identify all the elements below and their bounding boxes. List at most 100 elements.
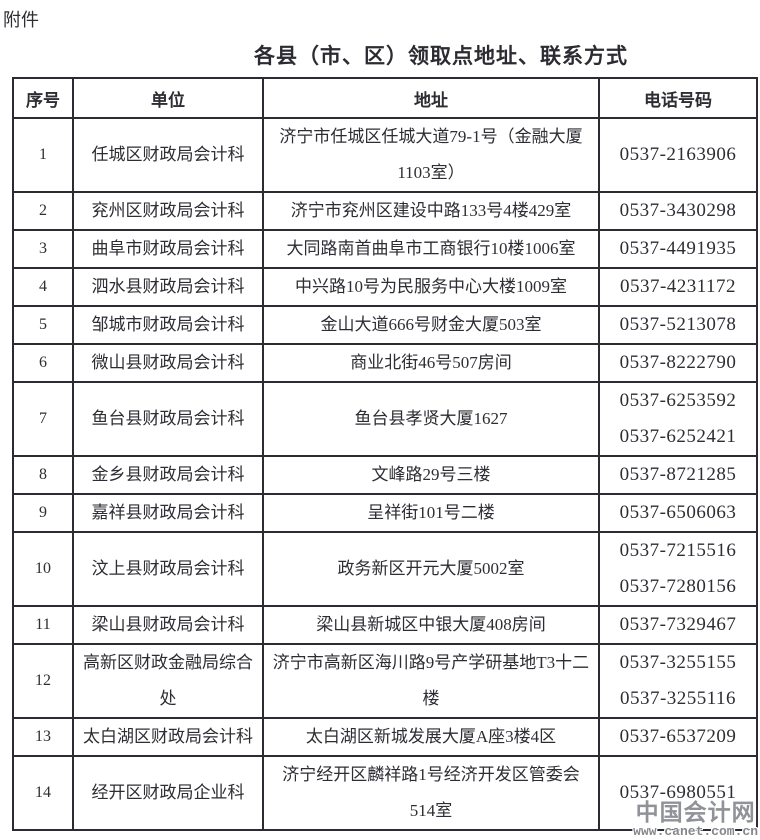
cell-text-line: 0537-6537209 <box>619 726 737 747</box>
cell-text-line: 0537-7215516 <box>619 540 737 561</box>
cell-text-line: 0537-6506063 <box>619 502 737 523</box>
phone-cell: 0537-6506063 <box>598 493 758 533</box>
unit-cell: 鱼台县财政局会计科 <box>72 381 264 457</box>
table-row: 6 微山县财政局会计科 商业北街46号507房间 0537-8222790 <box>12 343 758 383</box>
unit-cell: 嘉祥县财政局会计科 <box>72 493 264 533</box>
phone-cell: 0537-3430298 <box>598 191 758 231</box>
cell-text-line: 济宁市任城区任城大道79-1号（金融大厦 <box>279 127 583 146</box>
cell-text-line: 13 <box>35 728 51 745</box>
unit-cell: 汶上县财政局会计科 <box>72 531 264 607</box>
header-address: 地址 <box>262 77 600 119</box>
table-row: 9 嘉祥县财政局会计科 呈祥街101号二楼 0537-6506063 <box>12 493 758 533</box>
phone-cell: 0537-3255155 0537-3255116 <box>598 643 758 719</box>
address-cell: 文峰路29号三楼 <box>262 455 600 495</box>
cell-text-line: 6 <box>39 354 47 371</box>
phone-cell: 0537-5213078 <box>598 305 758 345</box>
unit-cell: 经开区财政局企业科 <box>72 755 264 831</box>
address-cell: 商业北街46号507房间 <box>262 343 600 383</box>
table-body: 1 任城区财政局会计科 济宁市任城区任城大道79-1号（金融大厦 1103室） 0537… <box>12 117 758 831</box>
row-number-cell: 7 <box>12 381 74 457</box>
unit-cell: 太白湖区财政局会计科 <box>72 717 264 757</box>
row-number-cell: 14 <box>12 755 74 831</box>
phone-cell: 0537-6253592 0537-6252421 <box>598 381 758 457</box>
unit-cell: 微山县财政局会计科 <box>72 343 264 383</box>
cell-text-line: 济宁经开区麟祥路1号经济开发区管委会 <box>282 765 580 784</box>
phone-cell: 0537-4491935 <box>598 229 758 269</box>
unit-cell: 邹城市财政局会计科 <box>72 305 264 345</box>
cell-text-line: 0537-4491935 <box>619 238 737 259</box>
table-row: 1 任城区财政局会计科 济宁市任城区任城大道79-1号（金融大厦 1103室） 0537… <box>12 117 758 193</box>
phone-cell: 0537-7329467 <box>598 605 758 645</box>
cell-text-line: 梁山县新城区中银大厦408房间 <box>316 615 546 634</box>
cell-text-line: 12 <box>35 672 51 689</box>
cell-text-line: 1103室） <box>397 163 465 182</box>
cell-text-line: 0537-6253592 <box>619 390 737 411</box>
table-row: 4 泗水县财政局会计科 中兴路10号为民服务中心大楼1009室 0537-423117… <box>12 267 758 307</box>
cell-text-line: 2 <box>39 202 47 219</box>
cell-text-line: 11 <box>35 616 51 633</box>
row-number-cell: 2 <box>12 191 74 231</box>
row-number-cell: 11 <box>12 605 74 645</box>
cell-text-line: 嘉祥县财政局会计科 <box>91 503 245 522</box>
cell-text-line: 0537-3255155 <box>619 652 737 673</box>
address-cell: 济宁市兖州区建设中路133号4楼429室 <box>262 191 600 231</box>
cell-text-line: 14 <box>35 784 51 801</box>
cell-text-line: 大同路南首曲阜市工商银行10楼1006室 <box>286 239 576 258</box>
table-row: 2 兖州区财政局会计科 济宁市兖州区建设中路133号4楼429室 0537-34302… <box>12 191 758 231</box>
cell-text-line: 鱼台县孝贤大厦1627 <box>354 409 508 428</box>
row-number-cell: 1 <box>12 117 74 193</box>
cell-text-line: 泗水县财政局会计科 <box>91 277 245 296</box>
cell-text-line: 514室 <box>409 801 453 820</box>
cell-text-line: 0537-4231172 <box>619 276 737 297</box>
cell-text-line: 汶上县财政局会计科 <box>91 559 245 578</box>
unit-cell: 梁山县财政局会计科 <box>72 605 264 645</box>
header-serial-number: 序号 <box>12 77 74 119</box>
cell-text-line: 太白湖区财政局会计科 <box>83 727 253 746</box>
cell-text-line: 0537-8222790 <box>619 352 737 373</box>
cell-text-line: 4 <box>39 278 47 295</box>
cell-text-line: 高新区财政金融局综合 <box>83 653 253 672</box>
row-number-cell: 5 <box>12 305 74 345</box>
address-cell: 梁山县新城区中银大厦408房间 <box>262 605 600 645</box>
phone-cell: 0537-6980551 <box>598 755 758 831</box>
cell-text-line: 太白湖区新城发展大厦A座3楼4区 <box>305 727 557 746</box>
cell-text-line: 0537-3255116 <box>619 688 737 709</box>
cell-text-line: 0537-2163906 <box>619 144 737 165</box>
header-phone: 电话号码 <box>598 77 758 119</box>
cell-text-line: 0537-6252421 <box>619 426 737 447</box>
cell-text-line: 文峰路29号三楼 <box>371 465 491 484</box>
row-number-cell: 8 <box>12 455 74 495</box>
pickup-points-table: 序号 单位 地址 电话号码 1 任城区财政局会计科 济宁市任城区任城大道79-1号（… <box>12 77 758 831</box>
cell-text-line: 济宁市兖州区建设中路133号4楼429室 <box>290 201 572 220</box>
cell-text-line: 处 <box>159 689 177 708</box>
table-row: 14 经开区财政局企业科 济宁经开区麟祥路1号经济开发区管委会 514室 0537-69… <box>12 755 758 831</box>
unit-cell: 曲阜市财政局会计科 <box>72 229 264 269</box>
cell-text-line: 0537-5213078 <box>619 314 737 335</box>
address-cell: 济宁市高新区海川路9号产学研基地T3十二楼 <box>262 643 600 719</box>
row-number-cell: 4 <box>12 267 74 307</box>
row-number-cell: 6 <box>12 343 74 383</box>
unit-cell: 任城区财政局会计科 <box>72 117 264 193</box>
address-cell: 金山大道666号财金大厦503室 <box>262 305 600 345</box>
cell-text-line: 微山县财政局会计科 <box>91 353 245 372</box>
row-number-cell: 9 <box>12 493 74 533</box>
table-row: 7 鱼台县财政局会计科 鱼台县孝贤大厦1627 0537-6253592 0537-62… <box>12 381 758 457</box>
cell-text-line: 3 <box>39 240 47 257</box>
cell-text-line: 鱼台县财政局会计科 <box>91 409 245 428</box>
header-unit: 单位 <box>72 77 264 119</box>
address-cell: 中兴路10号为民服务中心大楼1009室 <box>262 267 600 307</box>
row-number-cell: 13 <box>12 717 74 757</box>
phone-cell: 0537-6537209 <box>598 717 758 757</box>
table-row: 5 邹城市财政局会计科 金山大道666号财金大厦503室 0537-5213078 <box>12 305 758 345</box>
attachment-label: 附件 <box>3 10 39 30</box>
cell-text-line: 8 <box>39 466 47 483</box>
cell-text-line: 0537-3430298 <box>619 200 737 221</box>
cell-text-line: 经开区财政局企业科 <box>91 783 245 802</box>
table-row: 3 曲阜市财政局会计科 大同路南首曲阜市工商银行10楼1006室 0537-44919… <box>12 229 758 269</box>
cell-text-line: 0537-7329467 <box>619 614 737 635</box>
cell-text-line: 1 <box>39 146 47 163</box>
address-cell: 济宁经开区麟祥路1号经济开发区管委会 514室 <box>262 755 600 831</box>
address-cell: 鱼台县孝贤大厦1627 <box>262 381 600 457</box>
cell-text-line: 10 <box>35 560 51 577</box>
address-cell: 呈祥街101号二楼 <box>262 493 600 533</box>
